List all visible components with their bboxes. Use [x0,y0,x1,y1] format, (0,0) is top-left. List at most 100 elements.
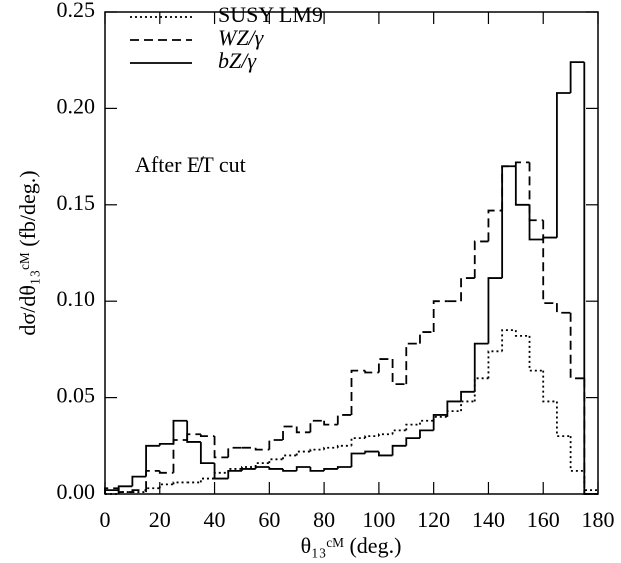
x-tick-label: 180 [582,507,615,532]
histogram-step [172,439,188,473]
y-axis-label: dσ/dθ₁₃ᶜᴹ (fb/deg.) [15,170,40,335]
histogram-step [145,444,160,477]
histogram-step [405,342,420,385]
histogram-step [569,436,585,472]
histogram-step [199,477,215,483]
y-tick-label: 0.05 [57,383,96,408]
histogram-step [556,303,571,314]
x-tick-label: 100 [362,507,395,532]
x-tick-label: 0 [100,507,111,532]
histogram-step [514,161,530,167]
legend-label: SUSY LM9 [218,2,323,27]
histogram-step [254,462,270,468]
histogram-step [528,162,544,222]
x-tick-label: 60 [258,507,280,532]
histogram-step [542,236,557,240]
histogram-step [419,331,434,344]
histogram-step [268,439,284,450]
histogram-step [460,390,475,402]
histogram-step [227,469,242,479]
histogram-step [117,488,133,493]
legend-label: WZ/γ [218,25,265,50]
histogram-step [473,240,489,279]
histogram-step [309,419,325,433]
histogram-step [336,466,352,469]
histogram-step [419,419,434,425]
histogram-step [391,444,407,456]
histogram-step [254,466,270,469]
histogram-step [350,369,366,415]
histogram-step [583,378,598,495]
histogram-step [213,436,229,459]
histogram-step [405,437,420,446]
histogram-step [323,420,338,426]
y-tick-label: 0.15 [57,190,96,215]
x-tick-label: 80 [313,507,335,532]
plot-frame [104,11,599,495]
histogram-step [145,487,160,493]
histogram-step [364,435,379,439]
histogram-step [583,62,598,495]
histogram-step [350,452,366,468]
histogram-step [268,458,284,464]
histogram-step [336,444,352,448]
histogram-step [501,329,516,352]
histogram-step [501,165,516,211]
annotation: After E̸T cut [135,152,246,177]
histogram-step [309,448,325,452]
histogram-step [364,370,379,374]
histogram-step [295,450,311,456]
x-tick-label: 120 [417,507,450,532]
histogram-step [323,446,338,450]
histogram-step [432,300,448,333]
histogram-step [158,470,174,474]
histogram-step [295,426,311,434]
histogram-step [528,204,544,241]
x-axis-label: θ₁₃ᶜᴹ (deg.) [301,533,402,558]
histogram-step [542,370,557,403]
histogram-step [377,358,393,373]
x-tick-label: 160 [527,507,560,532]
x-tick-label: 40 [204,507,226,532]
histogram-step [309,467,325,472]
histogram-step [336,414,352,425]
histogram-step [583,470,598,492]
histogram-step [282,468,297,472]
histogram-step [117,485,133,491]
histogram-step [295,466,311,471]
histogram-step [364,450,379,454]
histogram-step [213,463,229,480]
histogram-step [158,442,174,446]
histogram-step [487,350,503,379]
histogram-step [487,277,503,344]
histogram-step [282,425,297,441]
histogram-step [172,419,188,444]
histogram-step [405,423,420,431]
histogram-step [432,415,448,421]
histogram-step [446,400,462,415]
histogram-step [350,437,366,446]
histogram-step [158,483,174,489]
histogram-step [227,446,242,458]
histogram-step [556,401,571,438]
histogram-step [542,220,557,305]
histogram-step [473,342,489,392]
histogram-step [514,166,530,206]
histogram-step [145,469,160,491]
legend-label: bZ/γ [218,48,257,73]
histogram-step [514,330,530,337]
histogram-step [391,429,407,435]
histogram-step [172,481,188,485]
histogram-step [419,429,434,439]
histogram-step [131,489,147,493]
histogram-step [241,468,256,471]
y-tick-label: 0.00 [57,479,96,504]
histogram-step [282,454,297,460]
histogram-step [556,92,571,238]
histogram-step [323,468,338,471]
histogram-step [131,475,147,487]
histogram-step [569,312,585,380]
histogram-step [460,400,475,412]
histogram-step [569,61,585,93]
